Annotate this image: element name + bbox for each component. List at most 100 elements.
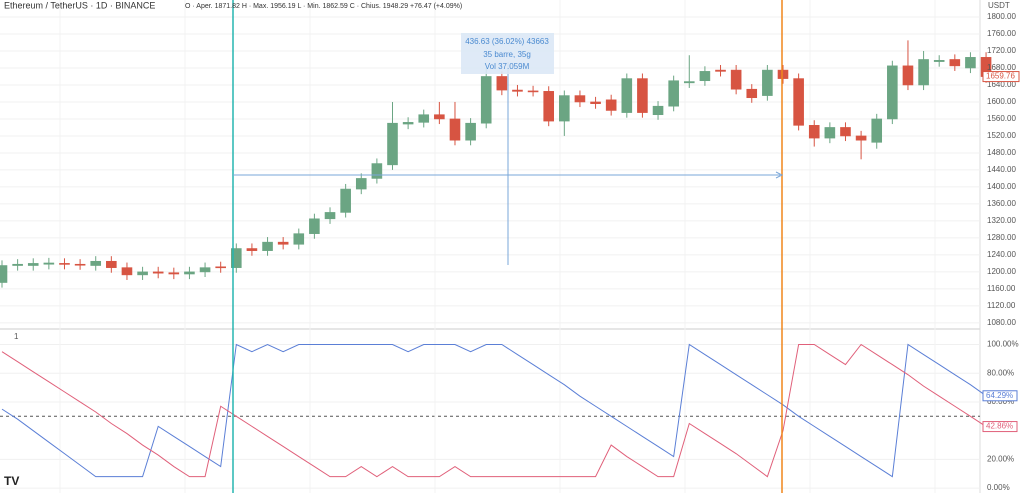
candle-body [605, 99, 617, 111]
y-tick-label: 1240.00 [987, 250, 1016, 259]
measure-line: 436.63 (36.02%) 43663 [465, 37, 549, 46]
y-tick-label: 1080.00 [987, 318, 1016, 327]
candle-body [184, 271, 195, 275]
y-tick-label: 1320.00 [987, 216, 1016, 225]
measure-line: Vol 37.059M [485, 62, 530, 71]
arrow-head [775, 171, 784, 179]
end-label-box [982, 390, 1018, 402]
end-label-box [982, 421, 1018, 433]
candle-body [949, 59, 961, 67]
y-tick-label: 100.00% [987, 340, 1019, 349]
candle-body [434, 114, 445, 120]
candle-body [715, 69, 726, 72]
y-tick-label: 1400.00 [987, 182, 1016, 191]
candle-body [387, 122, 398, 166]
y-tick-label: 1760.00 [987, 29, 1016, 38]
candle-body [527, 90, 539, 93]
candle-body [777, 69, 789, 79]
candle-body [465, 122, 476, 141]
candle-body [418, 114, 430, 123]
candle-body [106, 260, 117, 268]
candle-body [449, 118, 461, 141]
candle-body [340, 188, 351, 213]
candle-body [824, 127, 836, 139]
candle-body [246, 248, 258, 251]
candle-body [262, 241, 273, 251]
candle-body [496, 76, 508, 91]
currency[interactable]: USDT [988, 1, 1010, 10]
candle-body [965, 57, 976, 69]
candle-body [668, 80, 679, 107]
end-label: 42.86% [986, 422, 1013, 431]
y-tick-label: 1640.00 [987, 80, 1016, 89]
candle-body [793, 78, 804, 126]
candle-body [730, 69, 742, 90]
y-tick-label: 1800.00 [987, 12, 1016, 21]
candle-body [543, 91, 555, 122]
candle-body [355, 178, 367, 190]
candle-body [840, 127, 851, 137]
candle-body [887, 65, 898, 120]
last-price-box [982, 71, 1020, 83]
candle-body [231, 248, 242, 268]
pane-label: 1 [14, 332, 19, 341]
candle-body [855, 135, 867, 141]
candle-body [746, 88, 758, 99]
y-tick-label: 1280.00 [987, 233, 1016, 242]
y-tick-label: 1600.00 [987, 97, 1016, 106]
candle-body [683, 81, 695, 84]
axis-labels: 1080.00 1120.00 1160.00 1200.00 1240.00 1280.… [982, 12, 1020, 492]
candle-body [574, 95, 586, 103]
candle-body [0, 265, 8, 283]
candle-body [59, 263, 70, 265]
candle-body [699, 71, 711, 82]
y-tick-label: 1480.00 [987, 148, 1016, 157]
candle-body [371, 163, 383, 179]
y-tick-label: 1520.00 [987, 131, 1016, 140]
candle-body [512, 89, 523, 92]
y-tick-label: 1160.00 [987, 284, 1016, 293]
candle-body [402, 122, 414, 125]
candle-body [74, 263, 86, 266]
candle-body [637, 78, 648, 113]
candle-body [652, 105, 664, 116]
candle-body [215, 266, 226, 269]
marks [0, 40, 992, 478]
candle-body [277, 241, 289, 245]
candle-body [27, 263, 39, 266]
candle-body [137, 271, 148, 276]
y-tick-label: 80.00% [987, 368, 1014, 377]
measure-box [461, 33, 554, 74]
y-tick-label: 1200.00 [987, 267, 1016, 276]
candle-body [324, 212, 336, 220]
candle-body [293, 233, 305, 245]
y-tick-label: 20.00% [987, 455, 1014, 464]
candle-body [902, 65, 914, 86]
y-tick-label: 1560.00 [987, 114, 1016, 123]
candle-body [12, 263, 23, 266]
candle-body [152, 271, 164, 274]
candle-body [168, 272, 180, 275]
candle-body [199, 267, 211, 273]
oscillator-line [1, 343, 987, 478]
y-tick-label: 1120.00 [987, 301, 1016, 310]
oscillator-line [1, 343, 987, 478]
ohlc: O · Aper. 1871.82 H · Max. 1956.19 L · M… [185, 3, 462, 10]
candle-body [918, 59, 929, 86]
candle-body [621, 78, 633, 113]
candle-body [871, 118, 883, 143]
measure-line: 35 barre, 35g [483, 50, 531, 59]
candle-body [480, 76, 492, 124]
candle-body [808, 125, 820, 139]
candle-body [590, 101, 601, 104]
candle-body [121, 267, 133, 276]
y-tick-label: 1440.00 [987, 165, 1016, 174]
end-label: 64.29% [986, 391, 1013, 400]
candle-body [90, 260, 102, 266]
y-tick-label: 1680.00 [987, 63, 1016, 72]
candle-body [559, 95, 570, 122]
symbol[interactable]: Ethereum / TetherUS · 1D · BINANCE [4, 0, 155, 10]
candle-body [933, 60, 945, 62]
candle-body [43, 262, 55, 265]
